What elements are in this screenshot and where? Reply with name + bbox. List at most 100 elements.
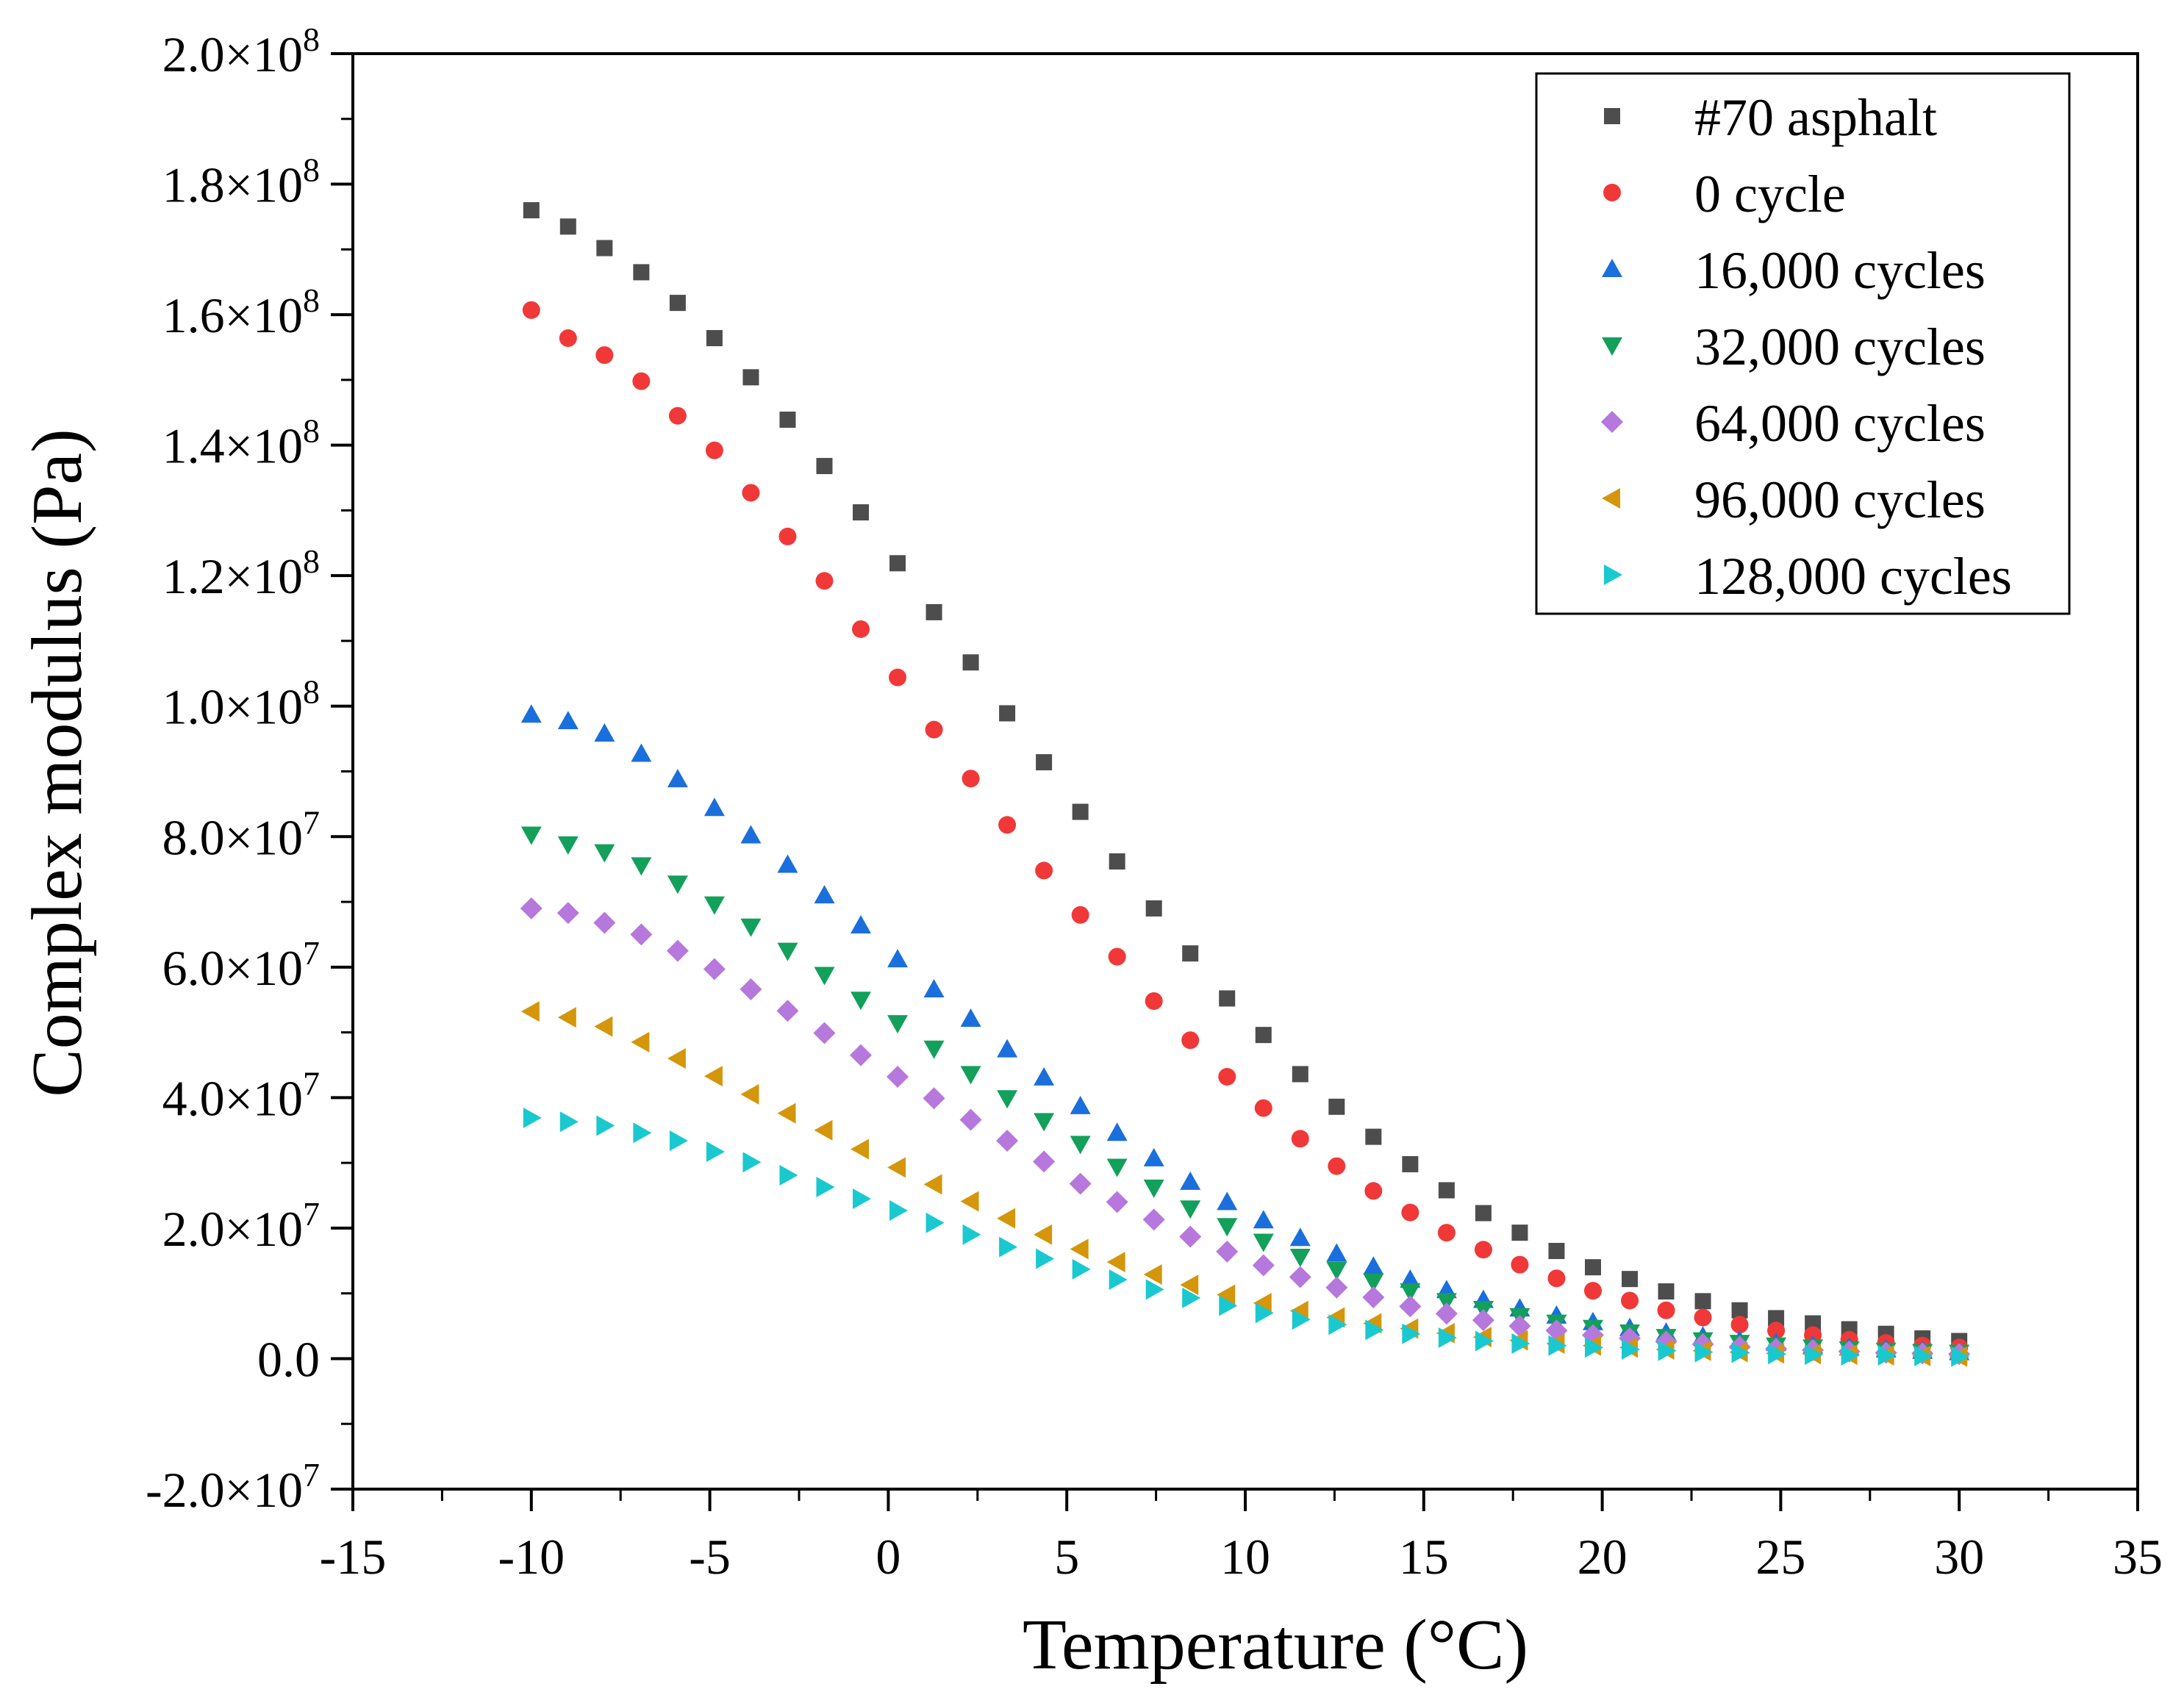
data-point (1034, 1224, 1053, 1245)
data-point (851, 992, 872, 1011)
data-point (853, 1188, 872, 1209)
y-tick-label: 6.0×107 (162, 934, 320, 996)
data-point (1362, 1286, 1385, 1309)
data-point (1180, 1274, 1199, 1296)
data-point (850, 1044, 873, 1066)
data-point (852, 620, 870, 638)
data-point (1363, 1273, 1384, 1292)
data-point (851, 1139, 870, 1160)
data-point (631, 857, 652, 876)
x-tick-label: -10 (498, 1529, 565, 1585)
data-point (887, 949, 909, 968)
data-point (1217, 1191, 1238, 1211)
x-tick-label: -5 (689, 1529, 731, 1585)
data-point (1365, 1128, 1382, 1145)
data-point (740, 1083, 759, 1105)
data-point (632, 372, 651, 390)
legend-label: 128,000 cycles (1694, 547, 2012, 606)
y-tick-label: 1.2×108 (162, 542, 320, 604)
data-point (631, 1031, 650, 1053)
data-point (1253, 1210, 1274, 1229)
y-tick-label: 1.4×108 (162, 412, 320, 474)
data-point (742, 484, 760, 502)
y-tick-label: 4.0×107 (162, 1064, 320, 1126)
legend-box (1535, 72, 2071, 615)
data-point (1328, 1098, 1345, 1115)
data-point (889, 1200, 909, 1221)
data-point (703, 896, 725, 915)
data-point (1109, 1269, 1128, 1291)
data-point (668, 406, 687, 425)
data-point (1363, 1256, 1384, 1275)
legend-marker (1604, 564, 1622, 585)
data-point (997, 1090, 1018, 1109)
data-point (1143, 1263, 1162, 1285)
data-point (816, 1176, 835, 1197)
data-point (999, 705, 1016, 722)
data-point (1108, 947, 1126, 966)
data-point (1106, 1191, 1128, 1213)
data-point (705, 441, 723, 459)
data-point (631, 743, 652, 762)
data-point (703, 797, 725, 817)
data-point (960, 1066, 981, 1085)
data-point (520, 1001, 540, 1022)
data-point (1180, 1200, 1201, 1219)
data-point (962, 654, 979, 671)
data-point (1033, 1150, 1056, 1173)
data-point (520, 826, 542, 845)
data-point (1145, 1279, 1164, 1300)
series-layer (520, 202, 1971, 1367)
data-point (1767, 1322, 1786, 1340)
data-point (706, 1141, 725, 1163)
y-tick-label: 0.0 (257, 1331, 320, 1387)
series-1 (522, 301, 1969, 1357)
data-point (667, 1048, 686, 1069)
data-point (520, 897, 543, 919)
data-point (559, 329, 577, 348)
x-tick-label: 20 (1578, 1529, 1628, 1585)
data-point (1511, 1225, 1528, 1241)
data-point (997, 1208, 1016, 1229)
data-point (1326, 1261, 1347, 1280)
data-point (889, 668, 907, 686)
data-point (925, 720, 943, 739)
data-point (557, 836, 579, 855)
data-point (1143, 1179, 1164, 1198)
data-point (777, 854, 798, 873)
data-point (706, 330, 723, 347)
data-point (667, 875, 688, 894)
data-point (1326, 1243, 1347, 1262)
x-tick-label: 5 (1054, 1529, 1079, 1585)
data-point (1511, 1333, 1530, 1355)
data-point (1435, 1302, 1458, 1325)
legend: #70 asphalt 0 cycle 16,000 cycles 32,000 cy… (1535, 72, 2071, 615)
data-point (1328, 1314, 1347, 1335)
data-point (1768, 1344, 1787, 1365)
legend-marker (1601, 411, 1623, 433)
data-point (594, 844, 615, 863)
data-point (1072, 803, 1089, 820)
data-point (1436, 1293, 1457, 1312)
legend-label: 96,000 cycles (1694, 470, 1986, 529)
data-point (778, 527, 797, 545)
data-point (887, 1157, 906, 1178)
data-point (960, 1191, 979, 1212)
legend-marker (1602, 488, 1620, 509)
series-6 (523, 1107, 1970, 1367)
data-point (1218, 1067, 1236, 1086)
data-point (996, 1129, 1019, 1152)
x-tick-label: 10 (1220, 1529, 1270, 1585)
data-point (1841, 1345, 1860, 1366)
data-point (999, 1236, 1018, 1258)
data-point (669, 295, 686, 312)
data-point (777, 1103, 796, 1124)
series-3 (520, 826, 1970, 1363)
data-point (1291, 1130, 1309, 1148)
y-axis-title: Complex modulus (Pa) (18, 429, 97, 1097)
data-point (523, 202, 540, 219)
data-point (1034, 1066, 1055, 1086)
data-point (1547, 1269, 1566, 1288)
x-tick-label: 0 (876, 1529, 901, 1585)
data-point (777, 942, 798, 961)
